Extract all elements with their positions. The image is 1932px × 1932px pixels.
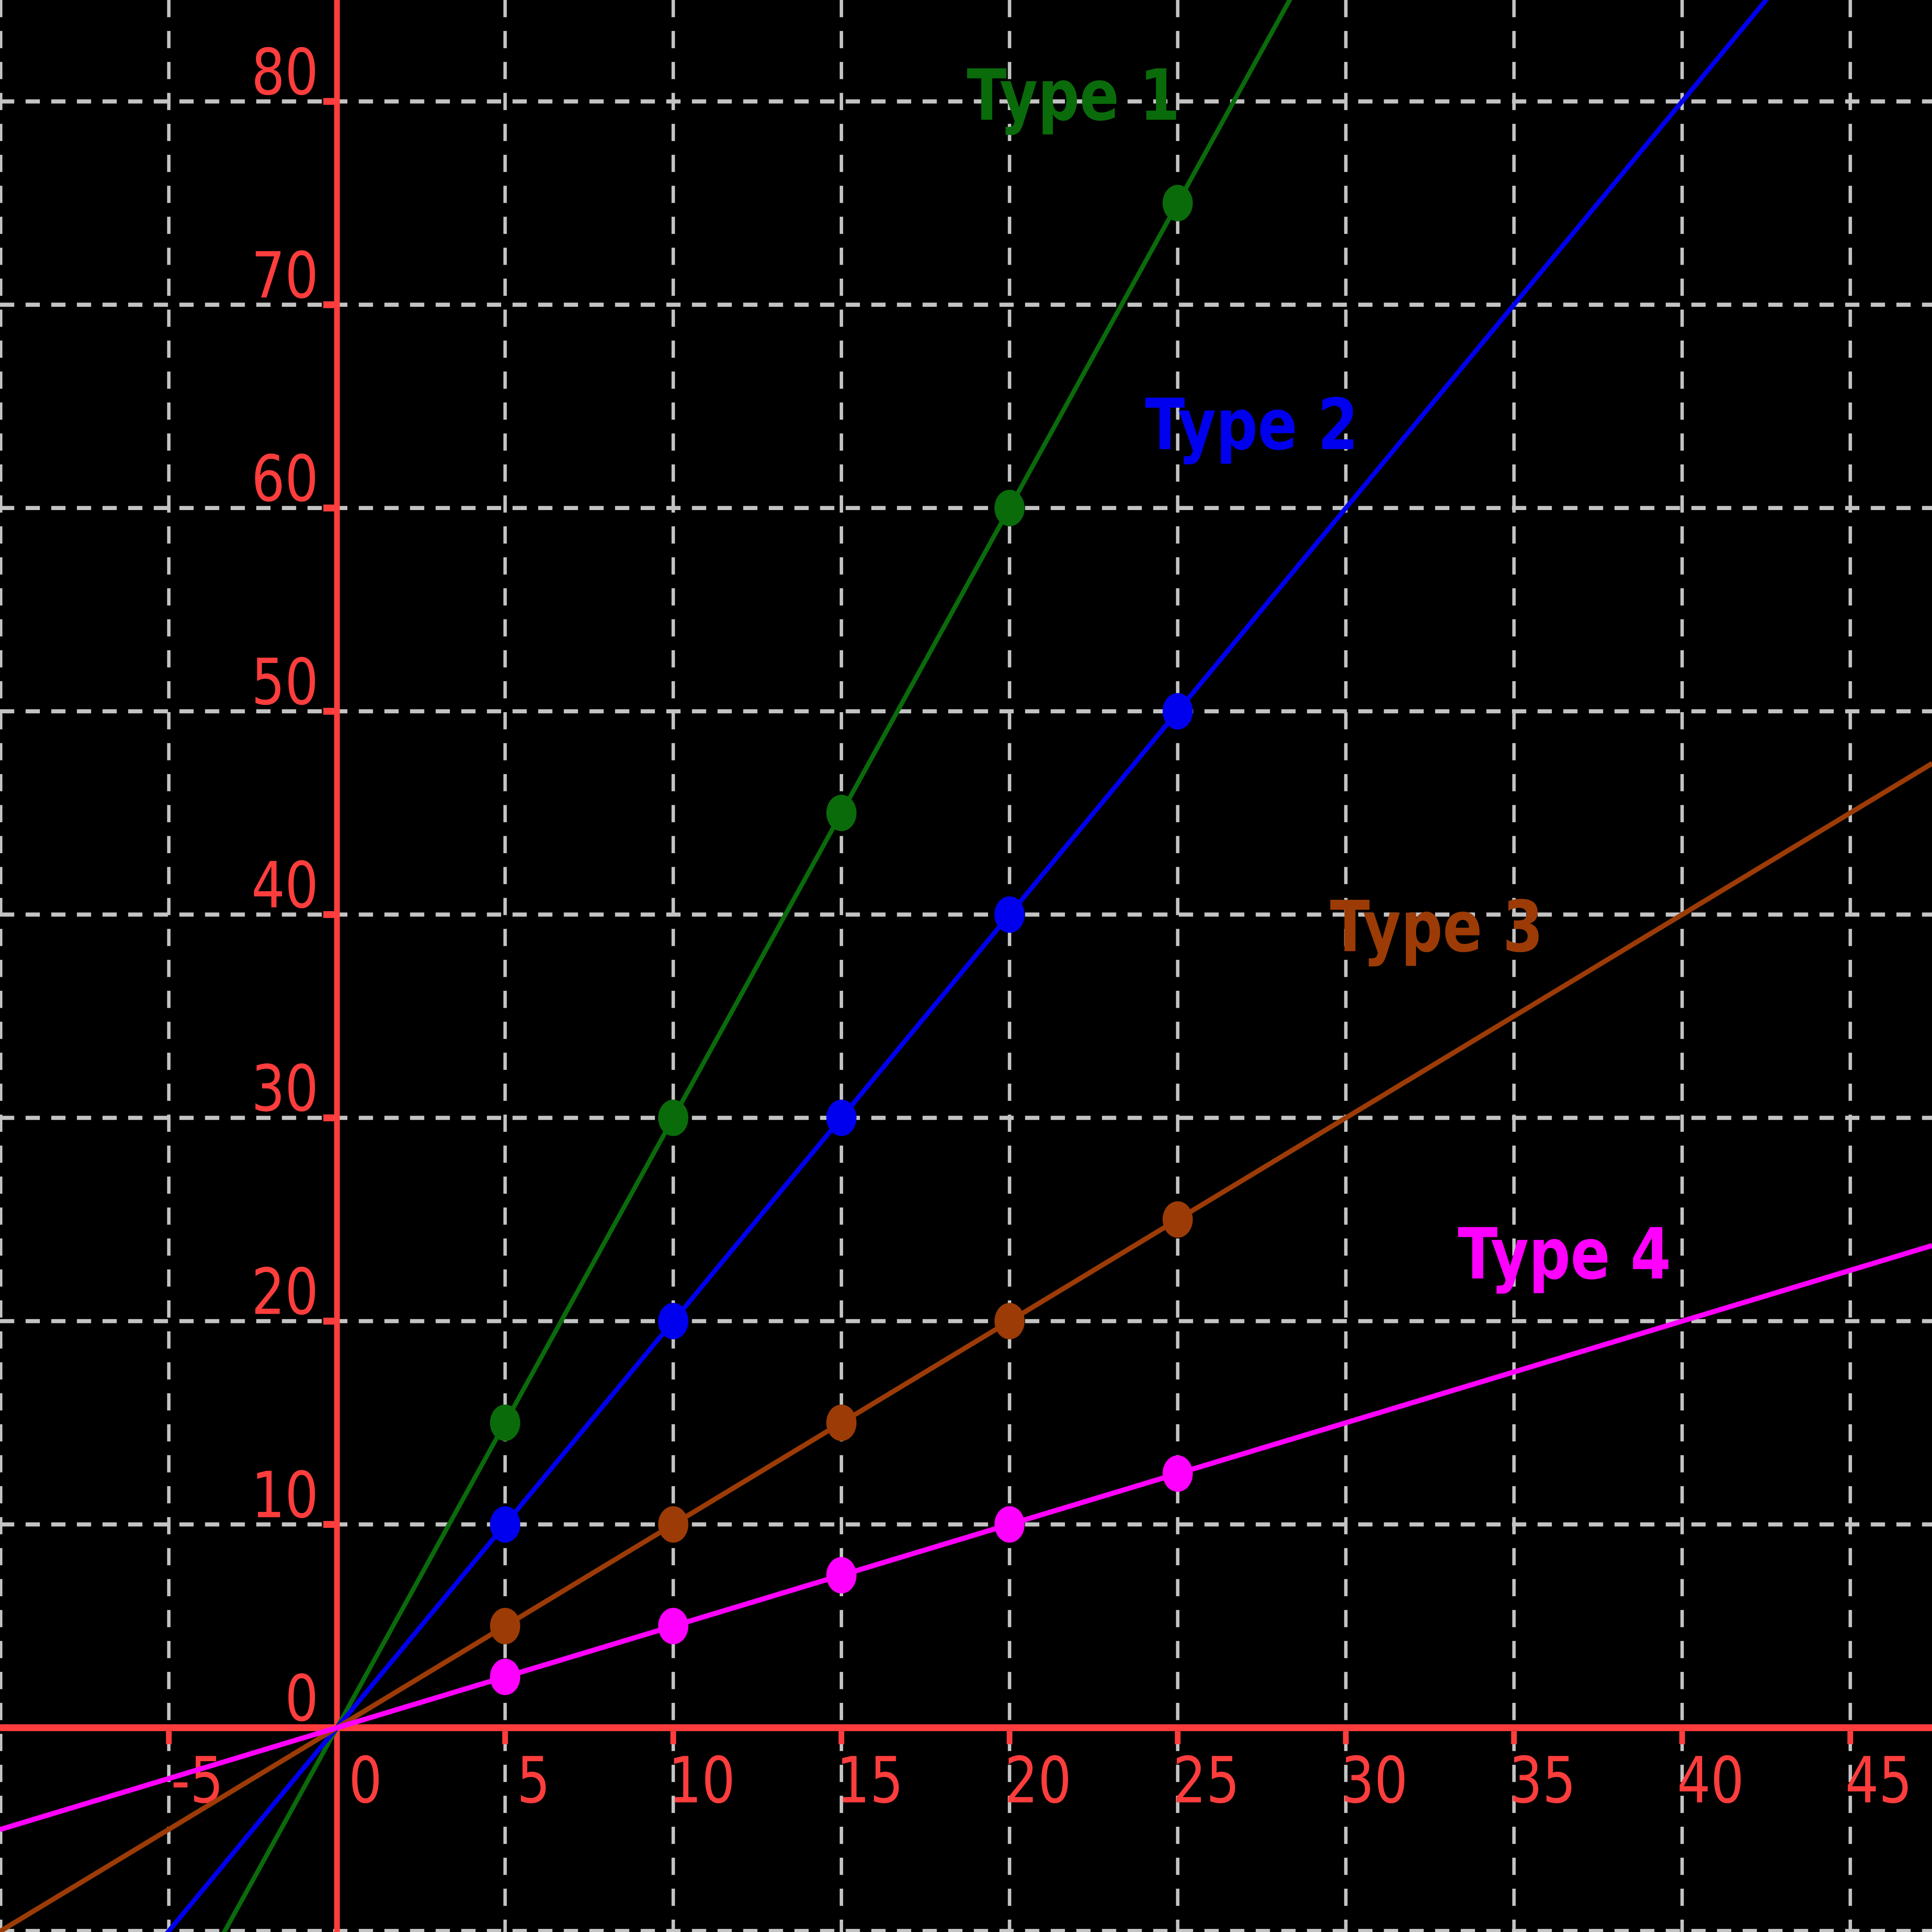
data-point-type-3 <box>658 1506 689 1543</box>
data-point-type-4 <box>490 1658 520 1695</box>
x-tick-label: 30 <box>1341 1743 1408 1818</box>
y-tick-label: 40 <box>252 849 318 923</box>
y-tick-label: 10 <box>252 1458 318 1532</box>
series-line-type-4 <box>0 1243 1932 1832</box>
data-point-type-3 <box>826 1404 857 1441</box>
data-point-type-1 <box>658 1099 689 1136</box>
y-tick-label: 0 <box>285 1662 318 1736</box>
data-point-type-2 <box>826 1099 857 1136</box>
x-tick-label: 0 <box>349 1743 382 1818</box>
data-point-type-3 <box>490 1608 520 1645</box>
series-label-type-2: Type 2 <box>1145 383 1358 466</box>
data-point-type-1 <box>994 490 1025 526</box>
series-label-type-1: Type 1 <box>967 54 1180 137</box>
data-point-type-3 <box>1162 1201 1193 1238</box>
data-point-type-2 <box>994 896 1025 933</box>
data-point-type-3 <box>994 1303 1025 1340</box>
y-tick-label: 20 <box>252 1255 318 1329</box>
x-tick-label: 45 <box>1845 1743 1912 1818</box>
y-tick-label: 50 <box>252 645 318 719</box>
y-tick-label: 30 <box>252 1052 318 1126</box>
data-point-type-4 <box>1162 1455 1193 1492</box>
y-tick-label: 70 <box>252 238 318 313</box>
data-point-type-2 <box>658 1303 689 1340</box>
data-point-type-4 <box>658 1608 689 1645</box>
x-tick-label: 25 <box>1173 1743 1240 1818</box>
data-point-type-1 <box>1162 185 1193 221</box>
data-point-type-4 <box>994 1506 1025 1543</box>
x-tick-label: 35 <box>1509 1743 1576 1818</box>
series-line-type-3 <box>0 761 1932 1932</box>
x-tick-label: 10 <box>668 1743 735 1818</box>
x-tick-label: 40 <box>1677 1743 1744 1818</box>
y-tick-label: 80 <box>252 35 318 109</box>
data-point-type-1 <box>826 794 857 832</box>
data-point-type-2 <box>490 1506 520 1543</box>
data-point-type-1 <box>490 1404 520 1441</box>
x-tick-label: 5 <box>517 1743 551 1818</box>
data-point-type-2 <box>1162 693 1193 730</box>
x-tick-label: -5 <box>171 1743 224 1818</box>
x-tick-label: 20 <box>1005 1743 1071 1818</box>
series-label-type-4: Type 4 <box>1458 1213 1671 1296</box>
data-point-type-4 <box>826 1557 857 1594</box>
series-label-type-3: Type 3 <box>1330 886 1543 968</box>
x-tick-label: 15 <box>837 1743 903 1818</box>
y-tick-label: 60 <box>252 442 318 516</box>
